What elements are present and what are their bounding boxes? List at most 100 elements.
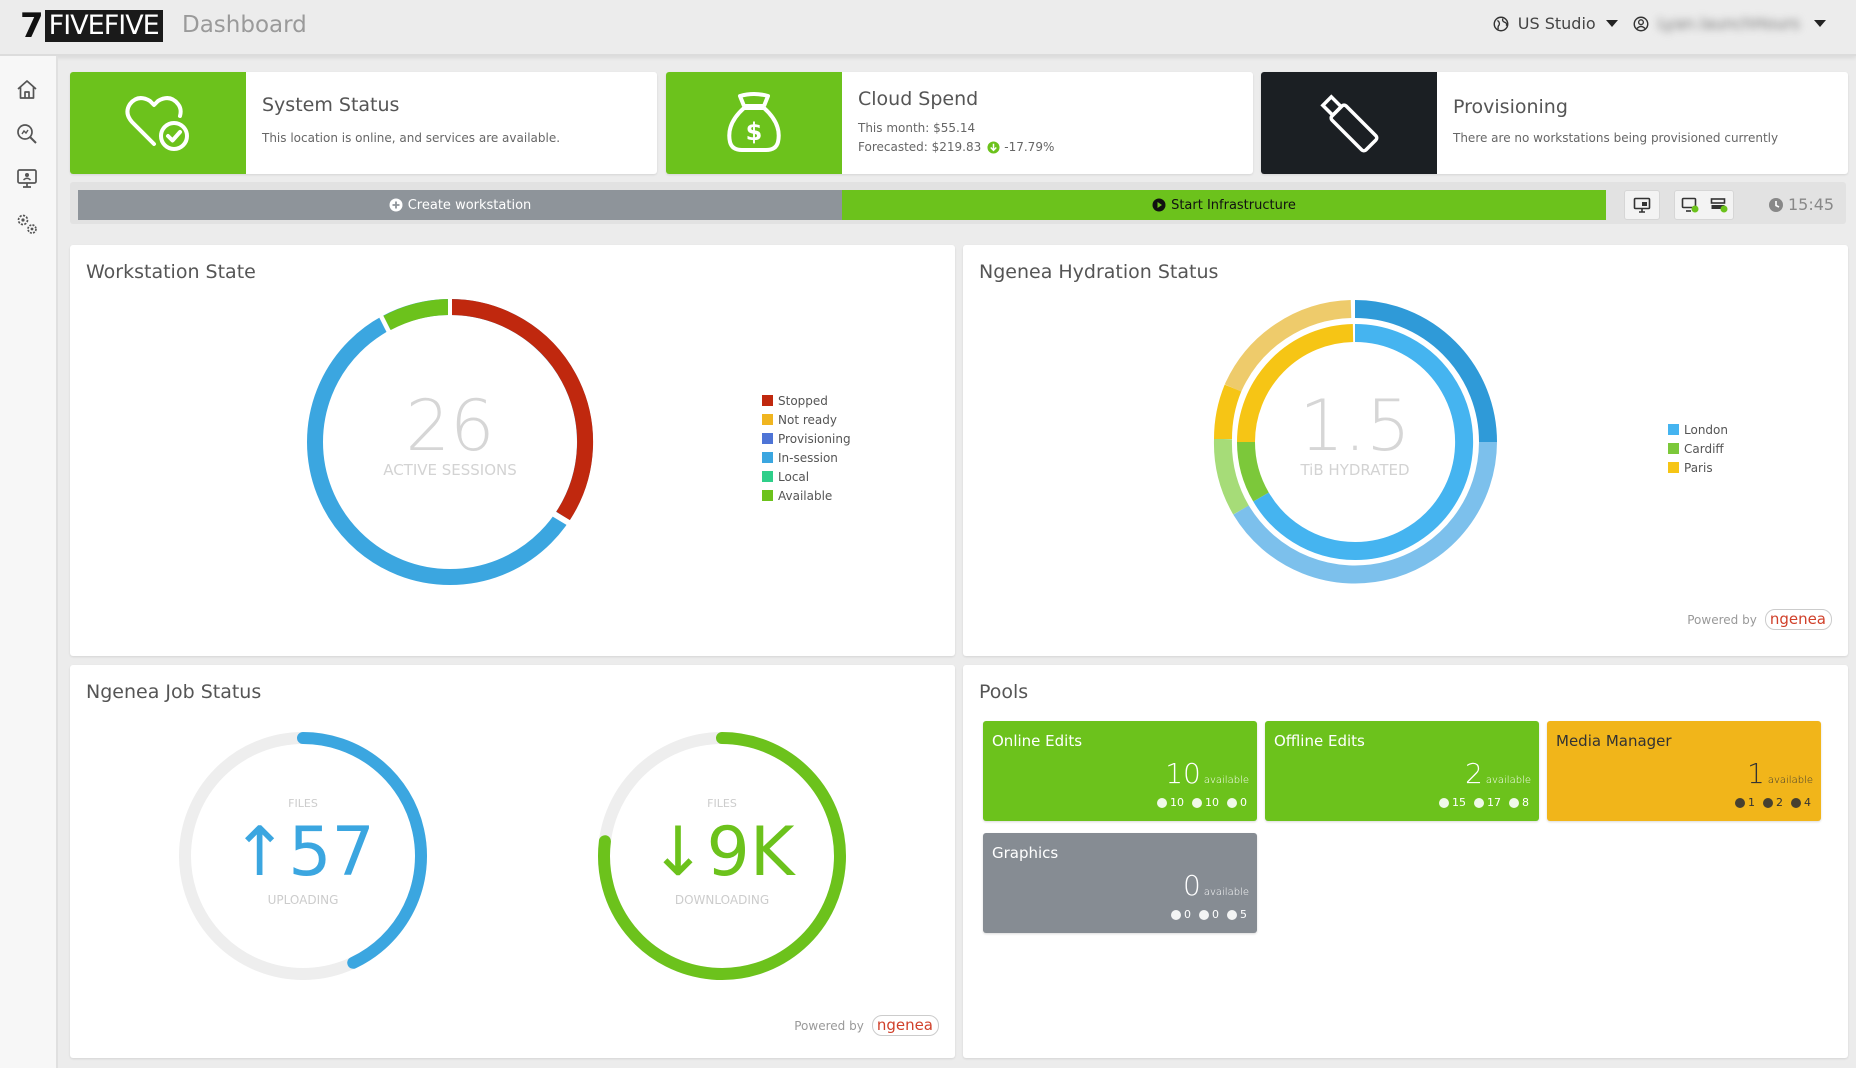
system-status-title: System Status [262,94,400,116]
stop-icon [1509,797,1519,808]
clock-icon [1769,197,1783,212]
legend-label: Paris [1684,460,1713,475]
pool-stat-stopped: 5 [1227,908,1247,921]
workstation-icon[interactable] [13,164,41,192]
user-circle-icon [1633,16,1649,31]
pool-stat-running: 10 [1192,796,1219,809]
settings-gears-icon[interactable] [13,210,41,238]
powered-by-label: Powered by [794,1018,864,1033]
workstation-status-buttons[interactable] [1674,190,1734,220]
monitor-icon [1633,197,1651,213]
chevron-down-icon [1814,20,1826,27]
cloud-spend-card[interactable]: $ Cloud Spend This month: $55.14 Forecas… [666,72,1253,174]
legend-item-paris[interactable]: Paris [1668,458,1728,477]
monitor-online-icon [1681,197,1698,213]
upload-value: ↑57 [231,813,375,892]
pool-count: 10 available [1165,757,1249,790]
provisioning-icon-box [1261,72,1437,174]
pool-count: 1 available [1747,757,1813,790]
hydration-legend: London Cardiff Paris [1668,420,1728,477]
system-status-card[interactable]: System Status This location is online, a… [70,72,657,174]
system-status-subtitle: This location is online, and services ar… [262,131,561,145]
legend-item-available[interactable]: Available [762,486,851,505]
hydration-inner-london [1253,324,1474,560]
powered-by-ngenea: Powered by ngenea [794,1015,939,1036]
legend-swatch [762,433,773,444]
logo-text: FIVEFIVE [44,10,163,42]
legend-label: Provisioning [778,431,851,446]
workstation-state-donut [307,298,594,585]
pool-stat-running: 0 [1199,908,1219,921]
play-circle-icon [1152,198,1166,212]
hydration-donut [1213,300,1497,584]
hydration-inner-cardiff [1237,441,1269,502]
job-status-panel: Ngenea Job Status FILES ↑57 UPLOADING FI… [70,665,955,1058]
screen-view-button[interactable] [1624,190,1660,220]
system-status-icon-box [70,72,246,174]
page-title: Dashboard [182,12,307,38]
hydration-outer-london-light [1233,441,1497,584]
down-arrow-circle-icon [987,140,1000,154]
pool-stat-stopped: 0 [1227,796,1247,809]
pool-name: Media Manager [1556,732,1672,750]
pool-stat-value: 0 [1240,796,1247,809]
progress-ring-fill [297,732,427,969]
pool-card-graphics[interactable]: Graphics 0 available 0 0 5 [983,833,1257,933]
user-menu[interactable]: Lyan.launchHours [1632,14,1826,33]
pool-stat-stopped: 4 [1791,796,1811,809]
legend-item-london[interactable]: London [1668,420,1728,439]
legend-item-stopped[interactable]: Stopped [762,391,851,410]
legend-swatch [762,490,773,501]
legend-item-not-ready[interactable]: Not ready [762,410,851,429]
home-icon[interactable] [13,76,41,104]
pool-stat-value: 0 [1184,908,1191,921]
create-workstation-button[interactable]: Create workstation [78,190,842,220]
money-bag-icon: $ [727,92,781,152]
play-icon [1763,797,1773,808]
legend-label: Not ready [778,412,837,427]
svg-text:$: $ [746,118,763,146]
provisioning-card[interactable]: Provisioning There are no workstations b… [1261,72,1848,174]
location-selector[interactable]: US Studio [1492,14,1618,33]
pool-stat-users: 15 [1439,796,1466,809]
pool-stat-running: 17 [1474,796,1501,809]
legend-swatch [762,452,773,463]
pool-name: Online Edits [992,732,1083,750]
hydration-outer-london-dark [1354,300,1497,443]
pool-stat-value: 4 [1804,796,1811,809]
pool-card-media-manager[interactable]: Media Manager 1 available 1 2 4 [1547,721,1821,821]
clock: 15:45 [1768,195,1834,214]
pool-card-online-edits[interactable]: Online Edits 10 available 10 10 0 [983,721,1257,821]
ngenea-logo: ngenea [871,1015,939,1036]
powered-by-ngenea: Powered by ngenea [1687,609,1832,630]
search-analytics-icon[interactable] [13,120,41,148]
pool-card-offline-edits[interactable]: Offline Edits 2 available 15 17 8 [1265,721,1539,821]
donut-segment-stopped [449,299,594,521]
create-workstation-label: Create workstation [407,197,532,213]
pool-count-value: 1 [1747,757,1765,790]
cloud-spend-this-month: This month: $55.14 [858,121,976,135]
legend-item-in-session[interactable]: In-session [762,448,851,467]
hydration-outer-paris [1213,384,1242,440]
stop-icon [1227,909,1237,920]
workstation-state-title: Workstation State [86,261,256,283]
cloud-spend-change: -17.79% [1004,140,1055,154]
pool-count-value: 2 [1465,757,1483,790]
pool-count-value: 0 [1183,869,1201,902]
legend-item-local[interactable]: Local [762,467,851,486]
legend-item-cardiff[interactable]: Cardiff [1668,439,1728,458]
legend-swatch [762,471,773,482]
legend-label: Available [778,488,833,503]
pool-stat-value: 10 [1170,796,1184,809]
legend-item-provisioning[interactable]: Provisioning [762,429,851,448]
fivefive-logo[interactable]: 7 FIVEFIVE [20,9,163,43]
pool-stat-value: 10 [1205,796,1219,809]
upload-progress-ring [179,732,427,980]
user-icon [1735,797,1745,808]
pool-stat-value: 2 [1776,796,1783,809]
pool-count-unit: available [1203,775,1249,786]
start-infrastructure-button[interactable]: Start Infrastructure [842,190,1606,220]
pool-stat-users: 1 [1735,796,1755,809]
pool-name: Graphics [992,844,1059,862]
workstation-state-panel: Workstation State 26 ACTIVE SESSIONS Sto… [70,245,955,656]
